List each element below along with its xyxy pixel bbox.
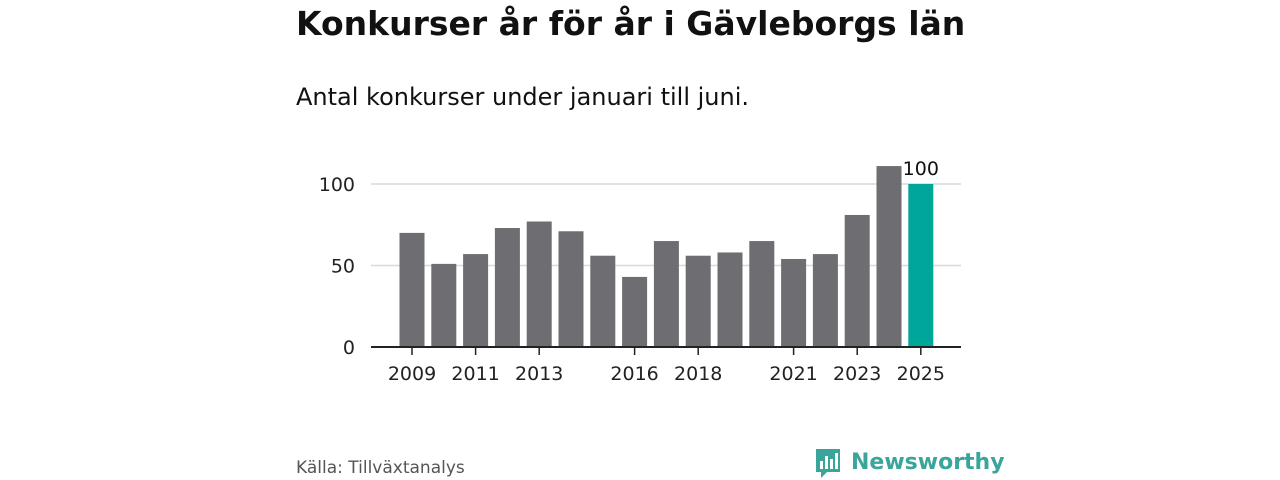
bar-2016 bbox=[622, 276, 648, 347]
bar-2022 bbox=[812, 254, 838, 347]
bar-2014 bbox=[558, 231, 584, 347]
bar-2021 bbox=[781, 258, 807, 347]
x-tick-label: 2011 bbox=[451, 363, 499, 385]
bar-2012 bbox=[494, 228, 520, 347]
y-tick-label: 100 bbox=[319, 174, 355, 196]
newsworthy-bar-chart-logo-icon bbox=[816, 448, 840, 478]
y-axis-ticks: 0 50 100 bbox=[319, 174, 355, 359]
bar-2019 bbox=[717, 252, 743, 347]
source-note: Källa: Tillväxtanalys bbox=[296, 458, 465, 478]
bar-2013 bbox=[526, 221, 552, 347]
bar-2024 bbox=[876, 166, 902, 347]
bars bbox=[399, 166, 934, 347]
bar-2025 bbox=[908, 184, 934, 347]
x-tick-label: 2009 bbox=[388, 363, 436, 385]
x-tick-label: 2013 bbox=[515, 363, 563, 385]
x-tick-label: 2018 bbox=[674, 363, 722, 385]
data-label-2025: 100 bbox=[903, 158, 939, 180]
bar-2023 bbox=[844, 214, 870, 347]
chart-title: Konkurser år för år i Gävleborgs län bbox=[296, 4, 966, 43]
brand-name: Newsworthy bbox=[851, 450, 1005, 475]
y-tick-label: 0 bbox=[343, 337, 355, 359]
x-tick-label: 2016 bbox=[610, 363, 658, 385]
bar-2018 bbox=[685, 255, 711, 347]
bar-2011 bbox=[463, 254, 489, 347]
x-tick-label: 2025 bbox=[897, 363, 945, 385]
x-tick-label: 2023 bbox=[833, 363, 881, 385]
bar-2015 bbox=[590, 255, 616, 347]
bar-2009 bbox=[399, 232, 425, 347]
chart-subtitle: Antal konkurser under januari till juni. bbox=[296, 83, 749, 111]
x-tick-label: 2021 bbox=[769, 363, 817, 385]
bar-2010 bbox=[431, 263, 457, 347]
y-tick-label: 50 bbox=[331, 256, 355, 278]
data-labels: 100 bbox=[903, 158, 939, 180]
bar-2020 bbox=[749, 241, 775, 347]
x-axis-ticks: 2009 2011 2013 2016 2018 2021 2023 2025 bbox=[388, 347, 945, 385]
bar-2017 bbox=[653, 241, 679, 347]
brand[interactable]: Newsworthy bbox=[814, 446, 1005, 480]
